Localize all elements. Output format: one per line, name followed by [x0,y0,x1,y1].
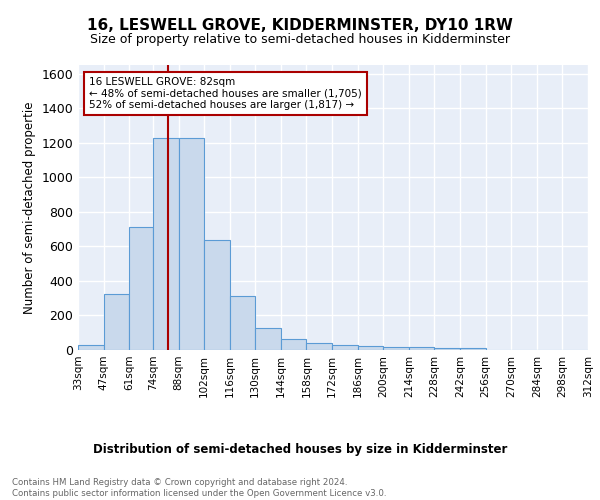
Text: 16, LESWELL GROVE, KIDDERMINSTER, DY10 1RW: 16, LESWELL GROVE, KIDDERMINSTER, DY10 1… [87,18,513,32]
Bar [78,345,104,350]
Bar [204,240,230,350]
Bar [230,296,256,350]
Y-axis label: Number of semi-detached propertie: Number of semi-detached propertie [23,101,36,314]
Text: Contains HM Land Registry data © Crown copyright and database right 2024.
Contai: Contains HM Land Registry data © Crown c… [12,478,386,498]
Bar [153,138,179,350]
Text: Distribution of semi-detached houses by size in Kidderminster: Distribution of semi-detached houses by … [93,442,507,456]
Bar [129,228,153,350]
Bar [358,346,383,350]
Bar [383,347,409,350]
Bar [281,339,307,350]
Bar [256,328,281,350]
Bar [460,348,485,350]
Text: Size of property relative to semi-detached houses in Kidderminster: Size of property relative to semi-detach… [90,32,510,46]
Bar [409,348,434,350]
Bar [434,348,460,350]
Bar [307,343,332,350]
Bar [104,294,129,350]
Bar [332,345,358,350]
Text: 16 LESWELL GROVE: 82sqm
← 48% of semi-detached houses are smaller (1,705)
52% of: 16 LESWELL GROVE: 82sqm ← 48% of semi-de… [89,77,362,110]
Bar [179,138,204,350]
